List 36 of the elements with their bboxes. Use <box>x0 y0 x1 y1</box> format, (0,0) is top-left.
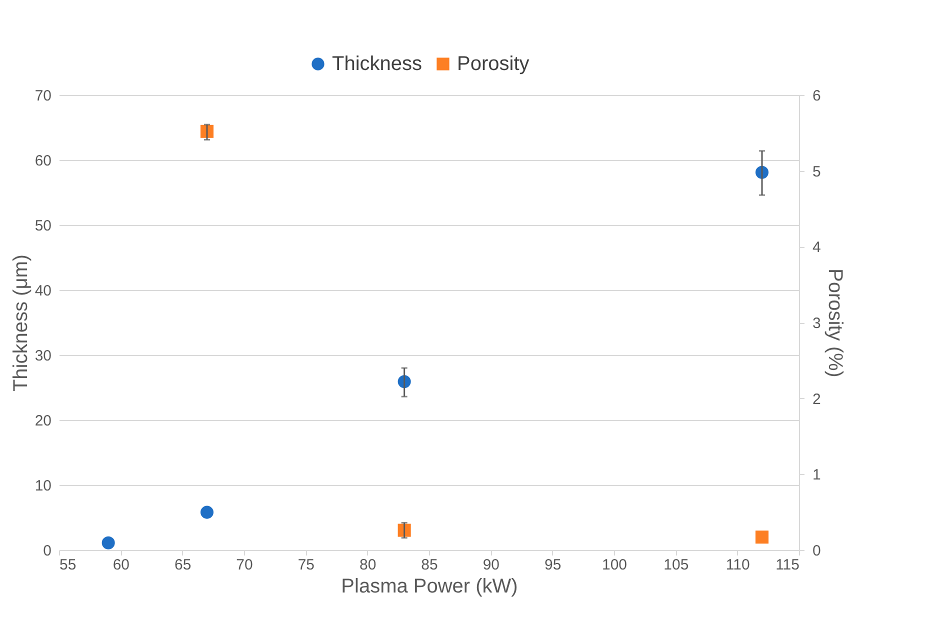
point <box>755 530 769 544</box>
y-tick-label: 40 <box>34 282 52 300</box>
y2-tick-label: 0 <box>812 542 821 560</box>
y2-tick-label: 1 <box>812 466 821 484</box>
point <box>102 536 115 550</box>
x-tick-label: 95 <box>544 556 562 574</box>
x-tick-label: 90 <box>482 556 500 574</box>
y2-axis-title: Porosity (%) <box>824 268 846 378</box>
y-axis-title: Thickness (μm) <box>10 254 32 392</box>
x-tick-label: 70 <box>236 556 253 574</box>
y2-tick-label: 5 <box>812 163 821 180</box>
legend-label: Thickness <box>332 53 422 75</box>
legend-label: Porosity <box>457 53 530 75</box>
x-tick-label: 75 <box>298 556 315 574</box>
x-tick-label: 85 <box>421 556 438 574</box>
y-tick-label: 10 <box>34 478 52 494</box>
y-tick-label: 20 <box>34 412 52 430</box>
x-tick-label: 100 <box>602 556 628 574</box>
y2-tick-label: 4 <box>812 239 821 256</box>
y-tick-label: 50 <box>34 218 52 234</box>
x-tick-label: 115 <box>776 556 800 574</box>
x-tick-label: 55 <box>60 556 76 574</box>
y2-tick-label: 2 <box>812 390 821 408</box>
x-tick-label: 80 <box>359 556 376 574</box>
x-tick-label: 105 <box>664 556 689 574</box>
x-tick-label: 110 <box>726 556 750 574</box>
y-tick-label: 60 <box>34 152 52 170</box>
y2-tick-label: 6 <box>812 88 821 104</box>
y-tick-label: 0 <box>43 542 52 560</box>
y-tick-label: 70 <box>34 88 52 104</box>
x-tick-label: 65 <box>174 556 192 574</box>
y2-tick-label: 3 <box>812 315 821 332</box>
y-tick-label: 30 <box>34 348 52 364</box>
point <box>200 506 214 519</box>
x-tick-label: 60 <box>112 556 130 574</box>
x-axis-title: Plasma Power (kW) <box>341 576 518 598</box>
